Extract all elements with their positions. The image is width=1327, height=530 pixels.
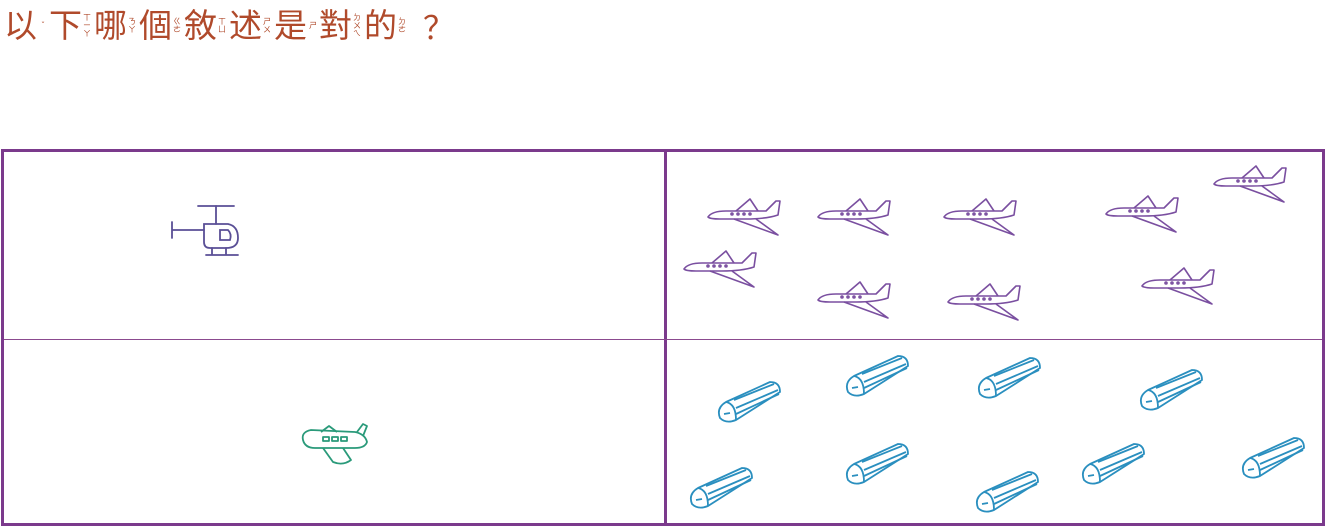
question-mark: ？ (423, 9, 456, 47)
pencil-icon (845, 443, 909, 485)
question-char-4: 個ㄍㄜ (139, 6, 181, 45)
helicopter-icon (171, 205, 239, 256)
jet-plane-icon (817, 281, 891, 319)
jet-plane-icon (707, 198, 781, 236)
question-char-6: 述ㄕㄨ (229, 6, 271, 45)
green-airplane-icon (301, 423, 368, 465)
pencil-icon (975, 471, 1039, 513)
grid-vertical-divider (664, 152, 667, 523)
question-char-8: 對ㄉㄨㄟ (319, 6, 361, 45)
jet-plane-icon (817, 198, 891, 236)
jet-plane-icon (947, 283, 1021, 321)
pencil-icon (1139, 369, 1203, 411)
pencil-icon (845, 355, 909, 397)
pencil-icon (717, 381, 781, 423)
comparison-grid (1, 149, 1325, 526)
jet-plane-icon (1213, 165, 1287, 203)
question-char-7: 是ㄕ (274, 6, 317, 45)
pencil-icon (1241, 437, 1305, 479)
pencil-icon (977, 357, 1041, 399)
pencil-icon (689, 467, 753, 509)
question-char-5: 敘ㄒㄩ (184, 6, 226, 45)
grid-horizontal-divider (4, 339, 1322, 340)
jet-plane-icon (943, 198, 1017, 236)
question-char-9: 的ㄉㄜ (364, 6, 406, 45)
jet-plane-icon (1105, 195, 1179, 233)
jet-plane-icon (683, 250, 757, 288)
pencil-icon (1081, 443, 1145, 485)
jet-plane-icon (1141, 267, 1215, 305)
question-char-3: 哪ㄋㄚ (94, 6, 136, 45)
question-char-2: 下ㄒㄧㄚ (49, 6, 91, 45)
